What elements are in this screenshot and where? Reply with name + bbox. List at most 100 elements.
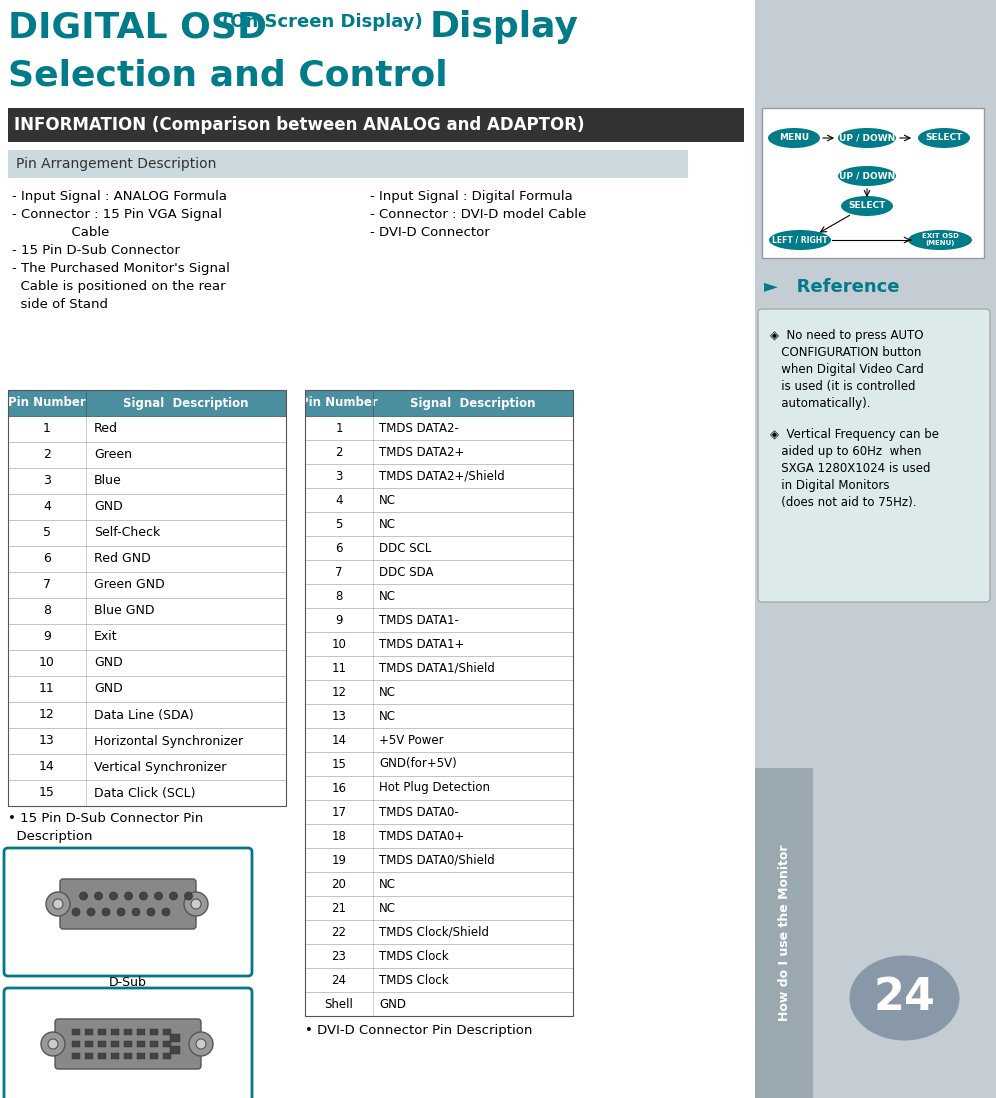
Text: TMDS DATA1-: TMDS DATA1- bbox=[379, 614, 459, 627]
Text: 21: 21 bbox=[332, 901, 347, 915]
Text: NC: NC bbox=[379, 685, 396, 698]
Circle shape bbox=[95, 892, 103, 900]
Text: Green: Green bbox=[94, 448, 132, 461]
Text: (On Screen Display): (On Screen Display) bbox=[222, 13, 422, 31]
Text: Cable: Cable bbox=[12, 226, 110, 239]
Bar bbox=[305, 896, 573, 920]
Circle shape bbox=[72, 908, 80, 916]
Text: TMDS Clock: TMDS Clock bbox=[379, 950, 448, 963]
Circle shape bbox=[169, 892, 177, 900]
Text: ◈  No need to press AUTO: ◈ No need to press AUTO bbox=[770, 329, 923, 341]
Circle shape bbox=[191, 899, 201, 909]
Text: 2: 2 bbox=[43, 448, 51, 461]
Text: - Input Signal : Digital Formula: - Input Signal : Digital Formula bbox=[370, 190, 573, 203]
Bar bbox=[98, 1053, 106, 1058]
Text: is used (it is controlled: is used (it is controlled bbox=[770, 380, 915, 393]
Text: SELECT: SELECT bbox=[849, 202, 885, 211]
Bar bbox=[8, 780, 286, 806]
Text: - Input Signal : ANALOG Formula: - Input Signal : ANALOG Formula bbox=[12, 190, 227, 203]
Bar bbox=[85, 1029, 93, 1035]
Text: 19: 19 bbox=[332, 853, 347, 866]
Bar bbox=[163, 1041, 171, 1047]
Bar bbox=[305, 632, 573, 656]
Bar bbox=[8, 390, 286, 806]
Circle shape bbox=[162, 908, 170, 916]
Text: 12: 12 bbox=[332, 685, 347, 698]
Text: NC: NC bbox=[379, 517, 396, 530]
Bar bbox=[305, 536, 573, 560]
Text: automatically).: automatically). bbox=[770, 397, 871, 410]
Bar bbox=[163, 1053, 171, 1058]
Text: 7: 7 bbox=[43, 579, 51, 592]
Text: 3: 3 bbox=[43, 474, 51, 488]
Bar bbox=[305, 416, 573, 440]
Text: 5: 5 bbox=[43, 527, 51, 539]
Text: GND: GND bbox=[379, 997, 406, 1010]
Text: Self-Check: Self-Check bbox=[94, 527, 160, 539]
Text: GND: GND bbox=[94, 683, 123, 695]
Text: 14: 14 bbox=[39, 761, 55, 773]
Text: Selection and Control: Selection and Control bbox=[8, 58, 447, 92]
Bar bbox=[137, 1029, 145, 1035]
Bar bbox=[72, 1041, 80, 1047]
Text: 18: 18 bbox=[332, 829, 347, 842]
Circle shape bbox=[110, 892, 118, 900]
Text: 10: 10 bbox=[39, 657, 55, 670]
Text: 11: 11 bbox=[39, 683, 55, 695]
Text: Blue: Blue bbox=[94, 474, 122, 488]
Text: Red: Red bbox=[94, 423, 118, 436]
Text: GND(for+5V): GND(for+5V) bbox=[379, 758, 457, 771]
Bar bbox=[137, 1053, 145, 1058]
Text: Pin Number: Pin Number bbox=[300, 396, 377, 410]
Text: • 15 Pin D-Sub Connector Pin: • 15 Pin D-Sub Connector Pin bbox=[8, 813, 203, 825]
Text: 3: 3 bbox=[336, 470, 343, 482]
Text: 22: 22 bbox=[332, 926, 347, 939]
Text: Cable is positioned on the rear: Cable is positioned on the rear bbox=[12, 280, 226, 293]
Text: 15: 15 bbox=[332, 758, 347, 771]
Bar bbox=[305, 390, 573, 416]
Bar bbox=[150, 1053, 158, 1058]
Text: 13: 13 bbox=[39, 735, 55, 748]
Bar bbox=[305, 488, 573, 512]
Text: 13: 13 bbox=[332, 709, 347, 722]
FancyBboxPatch shape bbox=[4, 988, 252, 1098]
Bar bbox=[163, 1029, 171, 1035]
Text: 16: 16 bbox=[332, 782, 347, 795]
Text: TMDS Clock/Shield: TMDS Clock/Shield bbox=[379, 926, 489, 939]
Text: - Connector : DVI-D model Cable: - Connector : DVI-D model Cable bbox=[370, 208, 587, 221]
Text: 2: 2 bbox=[336, 446, 343, 459]
Circle shape bbox=[184, 892, 192, 900]
Circle shape bbox=[41, 1032, 65, 1056]
Text: 9: 9 bbox=[336, 614, 343, 627]
Bar bbox=[8, 624, 286, 650]
Bar bbox=[8, 728, 286, 754]
Text: - The Purchased Monitor's Signal: - The Purchased Monitor's Signal bbox=[12, 262, 230, 274]
Circle shape bbox=[80, 892, 88, 900]
Text: ►   Reference: ► Reference bbox=[764, 278, 899, 296]
Text: - DVI-D Connector: - DVI-D Connector bbox=[370, 226, 490, 239]
Text: Shell: Shell bbox=[325, 997, 354, 1010]
Text: TMDS DATA1+: TMDS DATA1+ bbox=[379, 638, 464, 650]
Circle shape bbox=[53, 899, 63, 909]
Text: 23: 23 bbox=[332, 950, 347, 963]
FancyBboxPatch shape bbox=[55, 1019, 201, 1069]
Bar bbox=[305, 512, 573, 536]
Bar bbox=[137, 1041, 145, 1047]
Ellipse shape bbox=[841, 197, 893, 216]
Bar bbox=[8, 520, 286, 546]
Circle shape bbox=[132, 908, 140, 916]
Text: TMDS DATA1/Shield: TMDS DATA1/Shield bbox=[379, 661, 495, 674]
Bar bbox=[8, 702, 286, 728]
Text: Pin Arrangement Description: Pin Arrangement Description bbox=[16, 157, 216, 171]
Bar bbox=[305, 944, 573, 968]
Bar bbox=[8, 598, 286, 624]
Bar bbox=[150, 1029, 158, 1035]
Bar bbox=[111, 1029, 119, 1035]
Text: 8: 8 bbox=[336, 590, 343, 603]
Bar bbox=[72, 1053, 80, 1058]
Text: D-Sub: D-Sub bbox=[110, 976, 147, 989]
Bar bbox=[98, 1029, 106, 1035]
FancyBboxPatch shape bbox=[60, 879, 196, 929]
Text: UP / DOWN: UP / DOWN bbox=[839, 171, 895, 180]
Bar bbox=[305, 728, 573, 752]
